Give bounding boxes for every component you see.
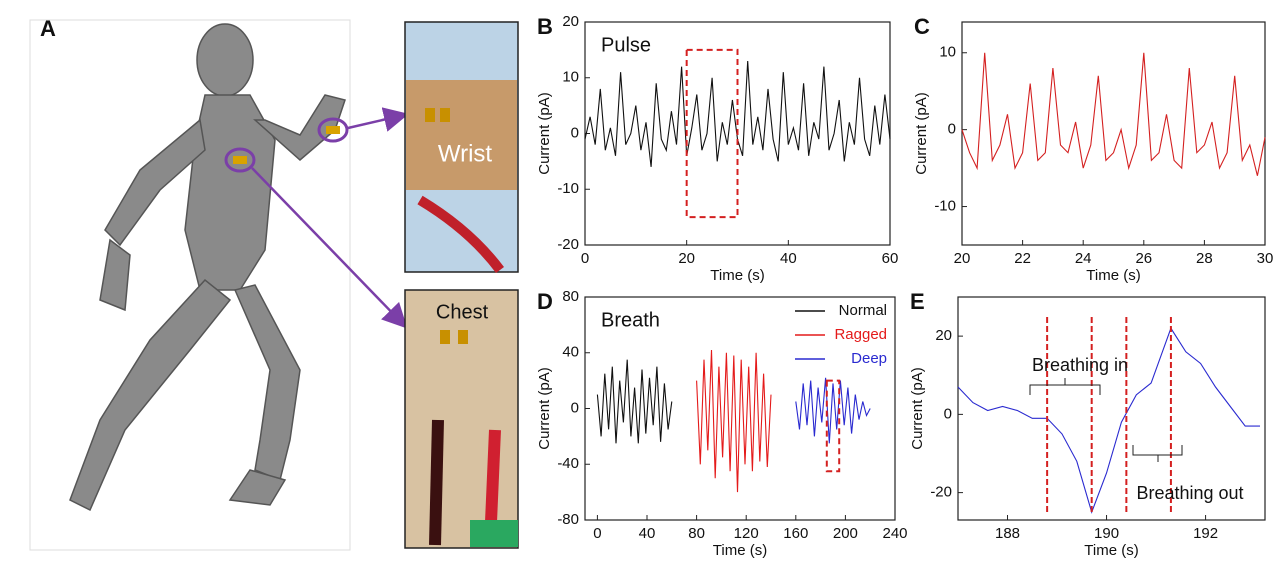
y-tick-label: 20 — [562, 13, 579, 30]
x-axis-label: Time (s) — [1084, 542, 1138, 558]
y-tick-label: -20 — [930, 484, 952, 501]
series-line — [596, 359, 673, 444]
signal-line — [961, 52, 1266, 176]
y-tick-label: -10 — [934, 198, 956, 215]
panel-letter: C — [914, 14, 930, 39]
x-tick-label: 20 — [954, 250, 971, 267]
bracket — [1132, 445, 1183, 462]
x-tick-label: 26 — [1135, 250, 1152, 267]
panel-letter: A — [40, 16, 56, 41]
y-tick-label: 0 — [948, 121, 956, 138]
x-tick-label: 0 — [581, 250, 589, 267]
y-axis-label: Current (pA) — [913, 92, 930, 175]
y-tick-label: -20 — [557, 236, 579, 253]
x-tick-label: 188 — [995, 525, 1020, 542]
y-axis-label: Current (pA) — [536, 92, 553, 175]
x-tick-label: 28 — [1196, 250, 1213, 267]
x-tick-label: 24 — [1075, 250, 1092, 267]
x-axis-label: Time (s) — [710, 267, 764, 284]
highlight-box — [685, 48, 739, 219]
signal-line — [957, 327, 1260, 514]
y-tick-label: 40 — [562, 344, 579, 361]
x-tick-label: 30 — [1257, 250, 1274, 267]
y-tick-label: 0 — [571, 124, 579, 141]
x-tick-label: 40 — [780, 250, 797, 267]
x-tick-label: 22 — [1014, 250, 1031, 267]
y-tick-label: 80 — [562, 288, 579, 305]
x-tick-label: 0 — [593, 525, 601, 542]
plot-frame — [957, 296, 1266, 521]
plot-frame — [961, 21, 1266, 246]
y-tick-label: 20 — [935, 327, 952, 344]
runner-figure — [69, 23, 346, 512]
panel-letter: D — [537, 289, 553, 314]
x-tick-label: 190 — [1094, 525, 1119, 542]
bracket — [1029, 378, 1101, 395]
y-axis-label: Current (pA) — [909, 367, 926, 450]
sensor — [233, 156, 247, 164]
x-tick-label: 192 — [1193, 525, 1218, 542]
photo-label: Wrist — [438, 140, 493, 167]
y-axis-label: Current (pA) — [536, 367, 553, 450]
arrow — [251, 167, 408, 329]
panel-letter: B — [537, 14, 553, 39]
y-tick-label: -80 — [557, 511, 579, 528]
y-tick-label: 0 — [571, 399, 579, 416]
y-tick-label: -40 — [557, 455, 579, 472]
photo-label: Chest — [436, 301, 489, 323]
highlight-box — [825, 379, 841, 473]
panel-a-frame — [29, 19, 351, 551]
series-line — [795, 377, 871, 444]
x-tick-label: 20 — [678, 250, 695, 267]
sensor-ring — [317, 117, 349, 143]
chest-photo: Chest — [404, 289, 519, 549]
plot-title: Pulse — [601, 34, 651, 56]
x-axis-label: Time (s) — [713, 542, 767, 558]
x-tick-label: 120 — [734, 525, 759, 542]
legend-label: Deep — [851, 350, 887, 367]
sensor-ring — [224, 147, 256, 173]
sensor — [326, 126, 340, 134]
wrist-photo: Wrist — [404, 21, 519, 274]
y-tick-label: -10 — [557, 180, 579, 197]
y-tick-label: 10 — [939, 44, 956, 61]
x-tick-label: 80 — [688, 525, 705, 542]
x-tick-label: 240 — [882, 525, 907, 542]
annotation: Breathing out — [1136, 483, 1243, 503]
panel-letter: E — [910, 289, 925, 314]
y-tick-label: 10 — [562, 69, 579, 86]
x-tick-label: 60 — [882, 250, 899, 267]
x-axis-label: Time (s) — [1086, 267, 1140, 284]
legend-label: Ragged — [834, 326, 887, 343]
plot-title: Breath — [601, 309, 660, 331]
series-line — [696, 349, 772, 493]
x-tick-label: 160 — [783, 525, 808, 542]
annotation: Breathing in — [1032, 355, 1128, 375]
legend-label: Normal — [839, 302, 887, 319]
x-tick-label: 200 — [833, 525, 858, 542]
arrow — [347, 107, 409, 132]
x-tick-label: 40 — [639, 525, 656, 542]
y-tick-label: 0 — [944, 405, 952, 422]
